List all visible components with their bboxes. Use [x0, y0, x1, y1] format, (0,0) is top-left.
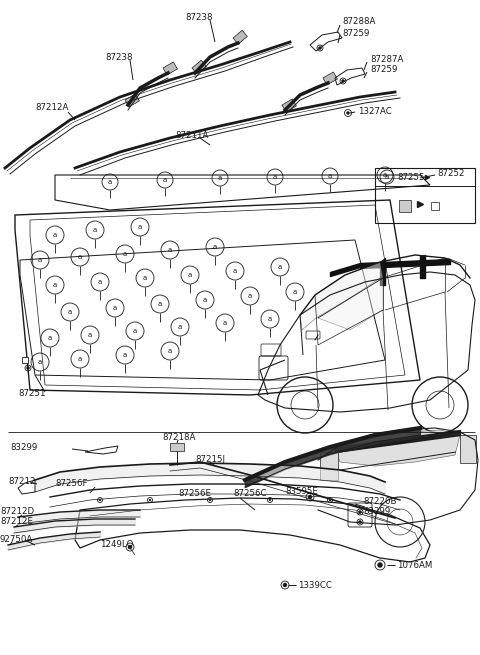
Circle shape	[359, 510, 361, 514]
Text: a: a	[163, 177, 167, 183]
Text: a: a	[93, 227, 97, 233]
Circle shape	[209, 499, 211, 501]
Text: 87238: 87238	[105, 52, 132, 62]
Bar	[375, 168, 475, 223]
Text: a: a	[98, 279, 102, 285]
Text: 87218A: 87218A	[162, 432, 195, 441]
Text: a: a	[38, 359, 42, 365]
Bar	[460, 435, 476, 463]
Polygon shape	[318, 278, 383, 330]
Text: a: a	[53, 232, 57, 238]
Circle shape	[377, 563, 383, 567]
Text: 87259: 87259	[370, 66, 397, 75]
Bar	[233, 30, 247, 44]
Text: 92750A: 92750A	[0, 536, 33, 544]
Text: a: a	[213, 244, 217, 250]
Text: 87212: 87212	[8, 476, 36, 485]
Text: 87211A: 87211A	[175, 132, 208, 141]
Circle shape	[329, 499, 331, 501]
Text: a: a	[385, 174, 389, 180]
Text: a: a	[138, 224, 142, 230]
Text: a: a	[78, 356, 82, 362]
Circle shape	[341, 79, 345, 83]
Text: 87256C: 87256C	[233, 489, 266, 498]
Text: 87255: 87255	[397, 172, 424, 181]
Text: 87288A: 87288A	[342, 18, 375, 26]
Text: 87252: 87252	[437, 168, 465, 178]
Text: a: a	[233, 268, 237, 274]
Circle shape	[359, 521, 361, 523]
Bar	[125, 94, 139, 107]
Text: a: a	[68, 309, 72, 315]
Text: 87287A: 87287A	[370, 54, 403, 64]
Text: a: a	[328, 173, 332, 179]
Circle shape	[99, 499, 101, 501]
Circle shape	[26, 367, 29, 369]
Text: a: a	[108, 179, 112, 185]
Text: a: a	[143, 275, 147, 281]
Bar	[192, 60, 206, 74]
Circle shape	[128, 545, 132, 549]
Text: 87238: 87238	[185, 12, 213, 22]
Bar	[282, 99, 296, 112]
Polygon shape	[300, 262, 383, 330]
Text: 87259: 87259	[342, 29, 370, 37]
Text: a: a	[178, 324, 182, 330]
Text: a: a	[188, 272, 192, 278]
Text: 1076AM: 1076AM	[397, 561, 432, 569]
Text: 1327AC: 1327AC	[358, 107, 392, 115]
Text: a: a	[133, 328, 137, 334]
Text: 87215J: 87215J	[195, 455, 225, 464]
Text: 87212A: 87212A	[35, 103, 68, 113]
Text: a: a	[158, 301, 162, 307]
Text: 87256E: 87256E	[178, 489, 211, 498]
Text: 87220B: 87220B	[363, 498, 396, 506]
Polygon shape	[335, 430, 460, 466]
Text: a: a	[278, 264, 282, 270]
Text: a: a	[293, 289, 297, 295]
Text: 83595E: 83595E	[285, 487, 318, 495]
Text: a: a	[223, 320, 227, 326]
Text: a: a	[123, 352, 127, 358]
Circle shape	[283, 583, 287, 587]
Text: 83299: 83299	[363, 508, 390, 517]
Bar	[163, 62, 178, 75]
Text: a: a	[273, 174, 277, 180]
Text: a: a	[38, 257, 42, 263]
Bar	[170, 443, 184, 451]
Text: a: a	[268, 316, 272, 322]
Text: 87212E: 87212E	[0, 517, 33, 527]
Text: a: a	[123, 251, 127, 257]
Circle shape	[149, 499, 151, 501]
Bar	[323, 72, 337, 85]
Circle shape	[308, 495, 312, 499]
Circle shape	[347, 111, 349, 115]
Text: a: a	[203, 297, 207, 303]
Text: a: a	[168, 348, 172, 354]
Text: 1339CC: 1339CC	[298, 580, 332, 590]
Text: 83299: 83299	[10, 443, 37, 453]
Text: 1249LQ: 1249LQ	[100, 540, 133, 550]
Circle shape	[319, 47, 322, 50]
Text: a: a	[113, 305, 117, 311]
Text: a: a	[48, 335, 52, 341]
Text: a: a	[88, 332, 92, 338]
Text: a: a	[168, 247, 172, 253]
Text: a: a	[78, 254, 82, 260]
Text: a: a	[218, 175, 222, 181]
Text: 87251: 87251	[18, 390, 46, 398]
Circle shape	[269, 499, 271, 501]
Text: 87212D: 87212D	[0, 508, 34, 517]
Text: a: a	[53, 282, 57, 288]
Text: a: a	[383, 172, 387, 178]
Text: 87256F: 87256F	[55, 479, 87, 489]
Bar	[320, 452, 338, 480]
Text: a: a	[248, 293, 252, 299]
